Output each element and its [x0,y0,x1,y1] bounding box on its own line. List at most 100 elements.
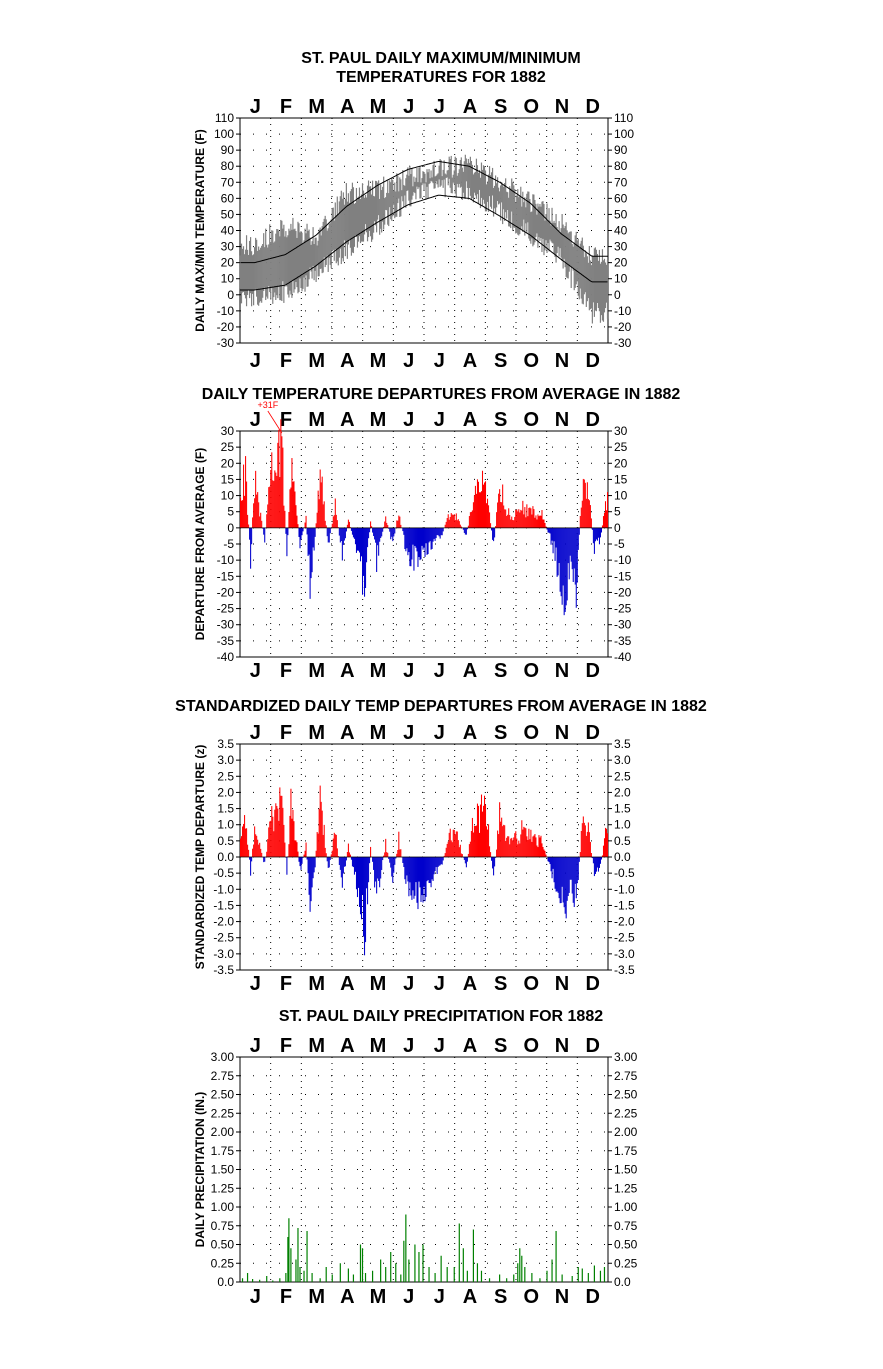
departure-bar [377,527,379,546]
month-label-bottom: J [434,660,445,682]
y-tick-label-right: 0 [614,521,621,535]
departure-bar [583,822,585,857]
departure-bar [585,498,587,528]
departure-bar [242,500,244,528]
departure-bar [415,857,417,883]
month-label-top: J [434,409,445,431]
departure-bar [487,829,489,857]
departure-bar [446,518,448,528]
departure-bar [247,844,249,857]
departure-bar [323,501,325,528]
departure-bar [386,522,388,528]
departure-bar [345,527,347,532]
y-tick-label-right: 100 [614,127,634,141]
chart-panel-2: DAILY TEMPERATURE DEPARTURES FROM AVERAG… [193,386,680,682]
departure-bar [261,520,263,528]
departure-bar [378,527,380,556]
departure-bar [514,516,516,528]
month-label-top: M [370,409,387,431]
departure-bar [494,527,496,538]
plot-area [241,1214,606,1282]
departure-bar [290,487,292,528]
annotation-label: +31F [257,400,278,410]
departure-bar [511,837,513,857]
departure-bar [353,527,355,539]
departure-bar [241,836,243,857]
y-tick-label-right: 10 [614,489,628,503]
month-label-bottom: F [280,660,292,682]
departure-bar [314,527,316,537]
departure-bar [518,509,520,528]
departure-bar [248,524,250,528]
month-label-top: J [434,96,445,118]
departure-bar [504,825,506,857]
departure-bar [451,514,453,528]
y-tick-label-left: 0 [227,288,234,302]
month-label-top: J [434,722,445,744]
departure-bar [308,857,310,895]
departure-bar [586,482,588,528]
y-tick-label-left: 30 [221,240,235,254]
departure-bar [421,527,423,546]
departure-bar [350,527,352,531]
departure-bar [361,527,364,595]
departure-bar [522,500,524,528]
month-label-bottom: S [494,350,507,372]
departure-bar [598,527,600,545]
departure-bar [493,527,495,542]
chart-panel-3: STANDARDIZED DAILY TEMP DEPARTURES FROM … [175,698,707,995]
departure-bar [339,527,341,543]
departure-bar [240,838,242,857]
departure-bar [328,527,330,543]
departure-bar [593,857,595,877]
y-tick-label-right: 2.0 [614,785,631,799]
departure-bar [588,500,590,528]
departure-bar [559,857,561,904]
departure-bar [534,834,536,857]
departure-bar [455,831,457,857]
departure-bar [342,527,344,545]
departure-bar [385,516,387,528]
departure-bar [349,854,351,857]
departure-bar [364,527,366,597]
departure-bar [552,527,554,554]
y-tick-label-right: 80 [614,159,628,173]
departure-bar [557,527,559,576]
departure-bar [585,835,587,857]
departure-bar [354,857,356,872]
departure-bar [465,527,467,535]
departure-bar [398,831,400,857]
departure-bar [298,857,300,862]
departure-bar [463,527,465,533]
month-label-top: F [280,409,292,431]
departure-bar [291,818,293,857]
departure-bar [497,502,499,528]
y-tick-label-left: -0.5 [213,866,234,880]
departure-bar [425,527,427,544]
departure-bar [301,527,303,536]
y-tick-label-right: -1.5 [614,898,635,912]
departure-bar [300,857,302,870]
departure-bar [537,514,539,528]
departure-bar [489,512,491,528]
departure-bar [286,527,288,557]
y-tick-label-left: 3.0 [217,753,234,767]
y-tick-label-right: -15 [614,569,632,583]
departure-bar [603,512,606,528]
departure-bar [334,834,336,857]
departure-bar [583,479,585,528]
departure-bar [283,505,285,528]
departure-bar [510,519,512,528]
normal-max-line [240,161,608,264]
departure-bar [388,527,390,529]
departure-bar [546,527,548,530]
month-label-top: S [494,1035,507,1057]
departure-bar [492,527,494,540]
departure-bar [547,527,549,533]
departure-bar [336,848,338,857]
departure-bar [500,501,502,528]
departure-bar [413,527,415,571]
departure-bar [580,830,582,857]
departure-bar [591,527,593,530]
departure-bar [429,857,431,883]
